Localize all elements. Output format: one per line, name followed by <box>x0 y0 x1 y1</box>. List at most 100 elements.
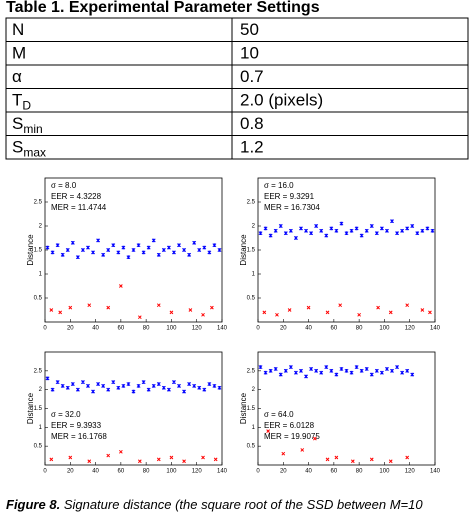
annotation: EER = 6.0128 <box>264 421 315 430</box>
point <box>141 250 146 255</box>
y-tick-label: 1 <box>252 425 256 431</box>
y-tick-label: 2.5 <box>34 200 43 206</box>
point <box>45 245 50 250</box>
point <box>156 382 161 386</box>
point <box>369 224 374 228</box>
x-tick-label: 80 <box>356 469 363 475</box>
point <box>60 252 65 257</box>
param-symbol: S <box>12 138 23 157</box>
point <box>405 368 410 373</box>
point <box>369 457 374 462</box>
y-tick-label: 1 <box>39 272 43 278</box>
y-tick-label: 0.5 <box>247 444 256 450</box>
point <box>400 228 405 233</box>
point <box>116 250 121 255</box>
annotation: EER = 9.3291 <box>264 192 315 201</box>
point <box>379 370 384 375</box>
point <box>263 370 268 375</box>
point <box>197 248 202 252</box>
point <box>182 248 187 252</box>
point <box>68 455 73 460</box>
point <box>410 372 415 377</box>
point <box>86 245 90 250</box>
point <box>212 243 217 248</box>
param-name: M <box>12 44 26 63</box>
caption-label: Figure 8. <box>6 497 60 512</box>
point <box>325 457 330 462</box>
y-tick-label: 1 <box>39 425 43 431</box>
point <box>319 370 324 375</box>
point <box>309 366 314 371</box>
x-tick-label: 140 <box>217 469 228 475</box>
point <box>156 252 161 257</box>
point <box>400 370 405 375</box>
point <box>357 312 361 317</box>
y-tick-label: 0.5 <box>34 296 43 302</box>
x-tick-label: 60 <box>118 469 125 475</box>
point <box>169 310 174 315</box>
point <box>217 385 222 390</box>
param-symbol: M <box>12 44 26 63</box>
point <box>172 380 176 385</box>
point <box>388 310 393 315</box>
param-subscript: D <box>22 98 31 112</box>
x-tick-label: 120 <box>405 469 416 475</box>
x-tick-label: 0 <box>43 469 47 475</box>
point <box>374 231 379 236</box>
point <box>137 459 142 464</box>
table-title: Table 1. Experimental Parameter Settings <box>6 0 320 16</box>
point <box>96 382 101 386</box>
point <box>374 368 379 373</box>
point <box>126 255 131 260</box>
point <box>197 385 202 390</box>
x-tick-label: 20 <box>280 469 287 475</box>
x-tick-label: 40 <box>92 469 99 475</box>
point <box>192 383 197 388</box>
point <box>156 303 161 308</box>
point <box>91 389 95 394</box>
point <box>329 368 334 373</box>
point <box>201 455 205 460</box>
x-tick-label: 60 <box>331 326 338 332</box>
point <box>283 231 288 236</box>
point <box>182 459 186 464</box>
point <box>344 368 349 373</box>
annotation: MER = 16.7304 <box>264 203 320 212</box>
annotation: EER = 4.3228 <box>51 192 102 201</box>
point <box>131 248 136 252</box>
point <box>101 383 106 388</box>
x-tick-label: 100 <box>379 326 390 332</box>
point <box>410 224 415 228</box>
point <box>293 370 298 375</box>
point <box>161 248 166 252</box>
plot-frame <box>44 351 223 466</box>
param-name: Smin <box>12 114 43 136</box>
point <box>304 228 308 233</box>
y-axis-label: Distance <box>239 234 248 266</box>
point <box>385 228 389 233</box>
point <box>324 233 329 238</box>
point <box>49 457 54 462</box>
x-tick-label: 40 <box>305 469 312 475</box>
point <box>275 312 279 317</box>
point <box>359 368 364 373</box>
point <box>151 383 156 388</box>
point <box>339 366 344 371</box>
point <box>300 448 305 452</box>
annotation: σ = 32.0 <box>51 410 81 419</box>
point <box>428 310 432 315</box>
y-tick-label: 2 <box>252 224 256 230</box>
param-name: TD <box>12 91 31 113</box>
point <box>288 365 293 370</box>
param-value: 1.2 <box>240 138 264 157</box>
x-tick-label: 20 <box>67 469 74 475</box>
y-axis-label: Distance <box>26 392 35 424</box>
annotation: σ = 8.0 <box>51 181 77 190</box>
param-name: Smax <box>12 138 46 160</box>
y-axis-label: Distance <box>239 392 248 424</box>
point <box>146 387 151 392</box>
point <box>101 252 106 257</box>
point <box>217 248 222 252</box>
x-tick-label: 140 <box>430 469 441 475</box>
point <box>106 453 111 458</box>
